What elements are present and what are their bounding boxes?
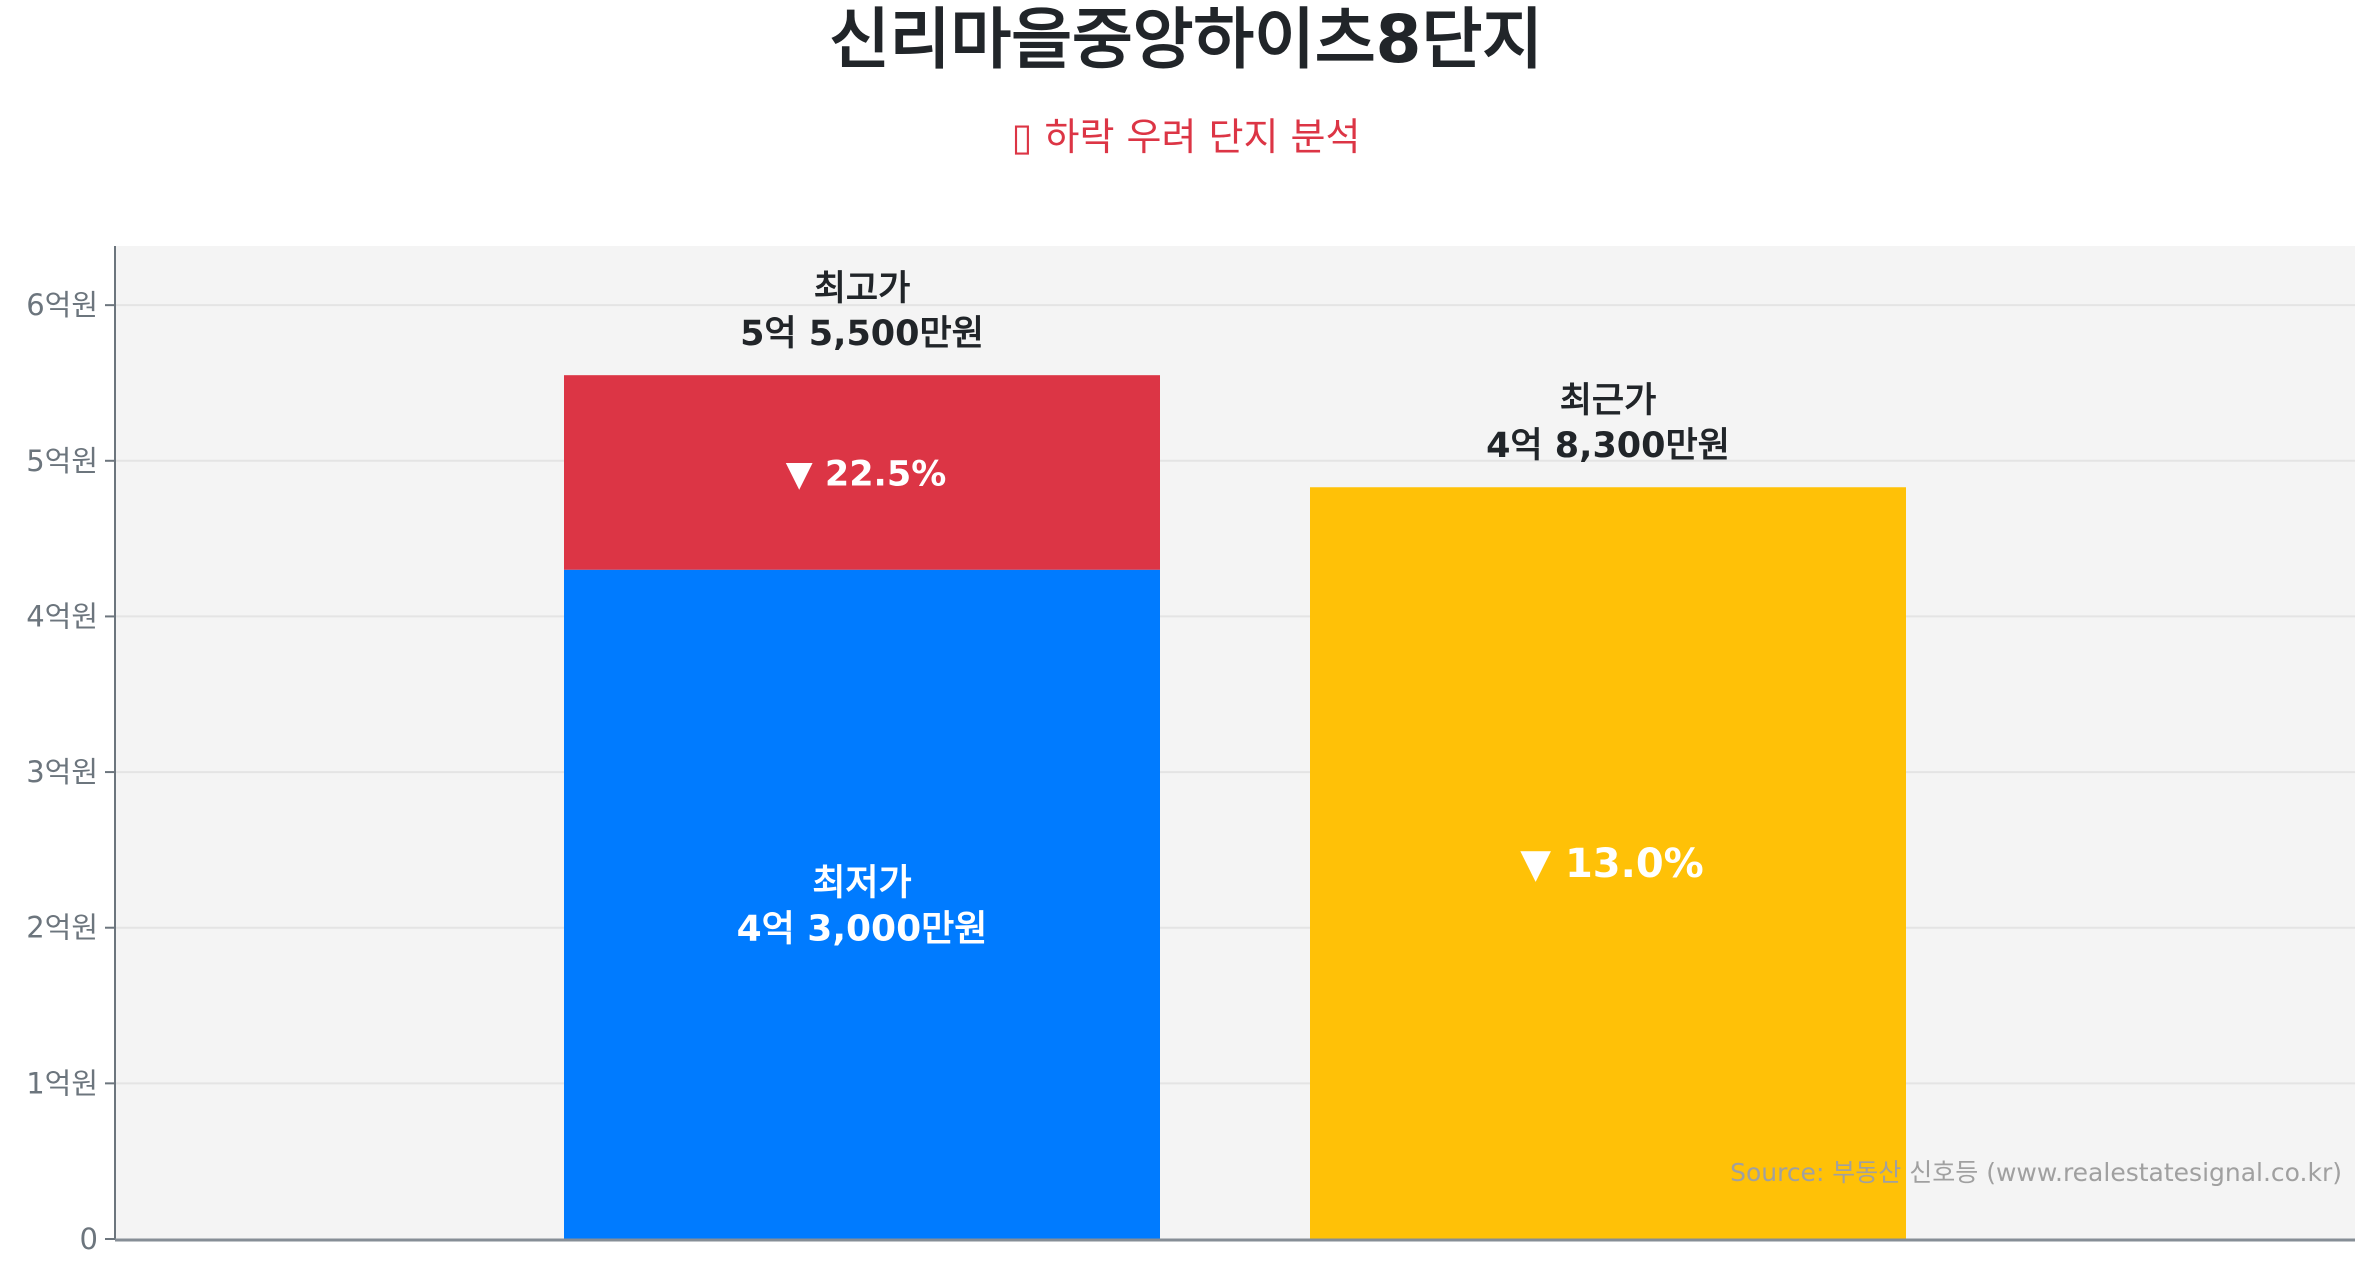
y-tick-label: 2억원 xyxy=(26,911,98,945)
bars xyxy=(564,375,1906,1239)
labels: 0 1억원 2억원 3억원 4억원 5억원 6억원 최고가 5억 5,500만원 ▼ 22.5% 최… xyxy=(26,269,1730,1256)
recent-label: 최근가 xyxy=(1560,381,1657,421)
lowest-value-label: 4억 3,000만원 xyxy=(737,908,988,949)
y-tick-label: 6억원 xyxy=(26,288,98,322)
recent-value-label: 4억 8,300만원 xyxy=(1486,426,1730,466)
bar-highest-price-segment xyxy=(564,375,1160,570)
y-tick-label: 4억원 xyxy=(26,599,98,633)
lowest-label: 최저가 xyxy=(812,862,911,903)
chart-subtitle: ▯ 하락 우려 단지 분석 xyxy=(1012,115,1361,159)
bar-lowest-price xyxy=(564,569,1160,1239)
bar-recent-price xyxy=(1310,487,1906,1239)
y-tick-label: 5억원 xyxy=(26,444,98,478)
y-tick-label: 0 xyxy=(80,1222,98,1256)
y-tick-label: 3억원 xyxy=(26,755,98,789)
chart-title: 신리마을중앙하이츠8단지 xyxy=(829,1,1543,78)
highest-value-label: 5억 5,500만원 xyxy=(740,314,984,354)
y-tick-label: 1억원 xyxy=(26,1066,98,1100)
source-note: Source: 부동산 신호등 (www.realestatesignal.co… xyxy=(1730,1158,2342,1187)
highest-label: 최고가 xyxy=(814,269,911,309)
drop-recent-label: ▼ 13.0% xyxy=(1520,841,1703,887)
grid xyxy=(105,304,2355,1240)
drop-from-high-label: ▼ 22.5% xyxy=(786,454,947,494)
plot-area xyxy=(115,246,2355,1239)
